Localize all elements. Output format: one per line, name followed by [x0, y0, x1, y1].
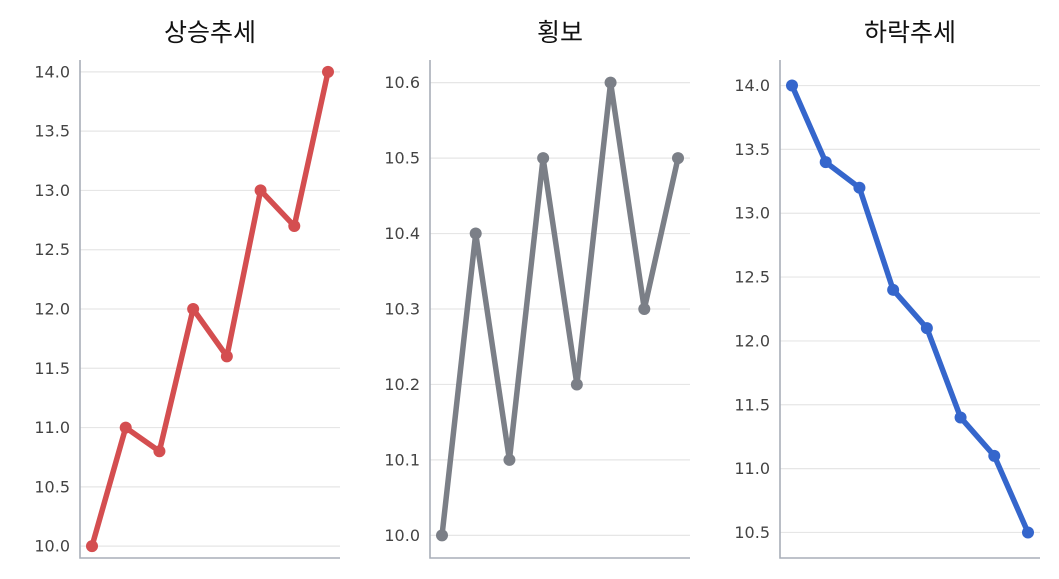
- panel-uptrend: 상승추세 10.0 10.5 11.0 11.5 12.0 12.5 13.0 13.5 14.…: [34, 18, 340, 559]
- panel-title: 상승추세: [164, 18, 256, 47]
- data-point: [638, 303, 651, 315]
- y-tick-label: 12.5: [734, 268, 770, 287]
- y-tick-label: 10.6: [384, 73, 420, 92]
- y-tick-label: 12.0: [34, 300, 70, 319]
- data-point: [988, 449, 1001, 462]
- data-point: [570, 378, 583, 391]
- data-point: [86, 540, 98, 553]
- data-point: [119, 421, 132, 434]
- data-point: [819, 156, 832, 169]
- y-tick-label: 13.5: [734, 140, 770, 159]
- data-point: [153, 445, 166, 458]
- y-tick-label: 13.0: [34, 181, 70, 200]
- panel-title: 하락추세: [864, 18, 956, 47]
- y-tick-label: 10.3: [384, 300, 420, 319]
- y-tick-label: 12.5: [34, 240, 70, 259]
- y-tick-label: 14.0: [734, 76, 770, 95]
- data-point: [436, 529, 448, 542]
- data-point: [853, 181, 866, 194]
- y-tick-label: 13.0: [734, 204, 770, 223]
- axis-spine: [779, 60, 1040, 559]
- data-point: [254, 184, 267, 197]
- y-tick-label: 14.0: [34, 62, 70, 81]
- data-point: [604, 76, 617, 89]
- y-tick-label: 11.0: [34, 418, 70, 437]
- data-point: [288, 220, 301, 232]
- data-point: [537, 152, 550, 165]
- series-line: [89, 69, 331, 549]
- series-line: [789, 82, 1031, 536]
- y-tick-label: 13.5: [34, 122, 70, 141]
- data-point: [1022, 526, 1034, 539]
- data-point: [887, 283, 900, 296]
- data-point: [786, 79, 798, 92]
- y-tick-label: 10.0: [384, 526, 420, 545]
- y-tick-label: 10.5: [384, 149, 420, 168]
- data-point: [469, 227, 482, 240]
- series-line: [439, 79, 681, 539]
- y-tick-label: 10.2: [384, 375, 420, 394]
- data-point: [503, 453, 516, 466]
- y-tick-label: 10.1: [384, 450, 420, 469]
- axis-spine: [79, 60, 340, 559]
- data-point: [954, 411, 967, 424]
- panel-sideways: 횡보 10.0 10.1 10.2 10.3 10.4 10.5 10.6: [384, 18, 690, 559]
- panel-title: 횡보: [537, 18, 583, 47]
- data-point: [920, 322, 933, 335]
- data-point: [220, 350, 233, 363]
- panel-downtrend: 하락추세 10.5 11.0 11.5 12.0 12.5 13.0 13.5 14.0: [734, 18, 1040, 559]
- data-point: [322, 65, 334, 78]
- axis-spine: [429, 60, 690, 559]
- y-tick-label: 11.5: [734, 395, 770, 414]
- data-point: [672, 152, 684, 165]
- y-tick-label: 10.5: [734, 523, 770, 542]
- y-tick-label: 11.5: [34, 359, 70, 378]
- y-tick-label: 11.0: [734, 459, 770, 478]
- y-tick-label: 10.5: [34, 477, 70, 496]
- y-tick-label: 12.0: [734, 331, 770, 350]
- y-tick-label: 10.0: [34, 537, 70, 556]
- y-tick-label: 10.4: [384, 224, 420, 243]
- data-point: [187, 303, 200, 315]
